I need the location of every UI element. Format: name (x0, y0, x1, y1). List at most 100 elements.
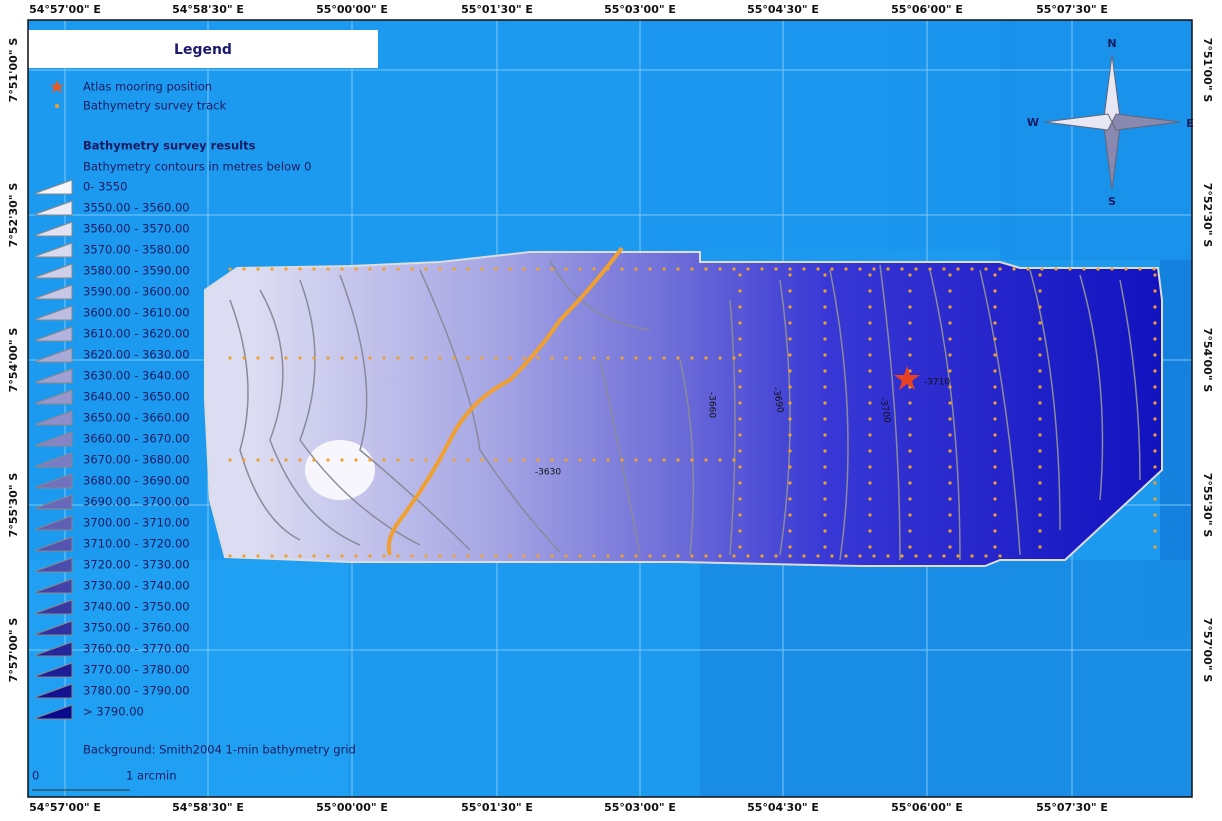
track-point (868, 385, 872, 389)
legend-dot-icon (55, 104, 59, 108)
track-point (270, 458, 274, 462)
track-point (823, 449, 827, 453)
legend-swatch (35, 389, 73, 405)
survey-track-points (228, 267, 1157, 558)
track-point (536, 554, 540, 558)
track-point (312, 554, 316, 558)
track-point (522, 356, 526, 360)
track-point (1038, 401, 1042, 405)
top-coordinate: 55°07'30" E (1036, 3, 1108, 16)
track-point (908, 321, 912, 325)
track-point (738, 497, 742, 501)
track-point (788, 497, 792, 501)
track-point (948, 337, 952, 341)
track-point (1153, 353, 1157, 357)
legend-swatch (35, 578, 73, 594)
top-coordinate: 55°00'00" E (316, 3, 388, 16)
legend-swatch (35, 662, 73, 678)
track-point (704, 554, 708, 558)
track-point (948, 513, 952, 517)
background-grid-cells (28, 20, 1192, 797)
legend-swatch (35, 431, 73, 447)
track-point (802, 554, 806, 558)
track-point (760, 267, 764, 271)
track-point (928, 267, 932, 271)
track-point (606, 458, 610, 462)
track-point (948, 545, 952, 549)
track-point (823, 481, 827, 485)
track-point (368, 554, 372, 558)
track-point (340, 554, 344, 558)
track-point (1038, 369, 1042, 373)
track-point (1153, 481, 1157, 485)
track-point (928, 554, 932, 558)
track-point (868, 513, 872, 517)
track-point (738, 305, 742, 309)
legend-class-label: 3620.00 - 3630.00 (83, 348, 190, 362)
track-point (550, 356, 554, 360)
legend-class-label: 3690.00 - 3700.00 (83, 495, 190, 509)
track-point (948, 321, 952, 325)
track-point (908, 513, 912, 517)
track-point (788, 385, 792, 389)
track-point (1096, 267, 1100, 271)
track-point (908, 465, 912, 469)
compass-s: S (1108, 195, 1116, 208)
track-point (340, 458, 344, 462)
legend-swatch (35, 557, 73, 573)
track-point (823, 513, 827, 517)
track-point (704, 356, 708, 360)
legend-class-label: 3610.00 - 3620.00 (83, 327, 190, 341)
track-point (340, 356, 344, 360)
legend-swatch (35, 515, 73, 531)
track-point (564, 267, 568, 271)
track-point (368, 267, 372, 271)
track-point (410, 356, 414, 360)
track-point (948, 449, 952, 453)
track-point (578, 554, 582, 558)
track-point (868, 433, 872, 437)
track-point (606, 554, 610, 558)
track-point (1153, 545, 1157, 549)
track-point (1038, 465, 1042, 469)
track-point (1038, 289, 1042, 293)
track-point (508, 356, 512, 360)
track-point (298, 356, 302, 360)
track-point (993, 305, 997, 309)
track-point (228, 267, 232, 271)
track-point (1153, 321, 1157, 325)
track-point (452, 554, 456, 558)
track-point (738, 465, 742, 469)
track-point (396, 267, 400, 271)
legend-swatch (35, 452, 73, 468)
track-point (738, 353, 742, 357)
track-point (993, 289, 997, 293)
track-point (452, 356, 456, 360)
track-point (396, 458, 400, 462)
track-point (948, 481, 952, 485)
contour-label: -3690 (770, 386, 784, 414)
right-coordinate: 7°52'30" S (1201, 183, 1214, 248)
legend-swatch (35, 221, 73, 237)
track-point (788, 353, 792, 357)
track-point (823, 497, 827, 501)
track-point (648, 458, 652, 462)
track-point (858, 554, 862, 558)
track-point (1038, 449, 1042, 453)
track-point (326, 267, 330, 271)
track-point (908, 337, 912, 341)
track-point (522, 267, 526, 271)
legend-class-label: 3780.00 - 3790.00 (83, 684, 190, 698)
mooring-star (894, 366, 920, 390)
track-point (690, 267, 694, 271)
left-coordinate: 7°51'00" S (7, 38, 20, 103)
track-point (536, 356, 540, 360)
track-point (948, 289, 952, 293)
legend-swatch (35, 326, 73, 342)
track-point (956, 267, 960, 271)
track-point (676, 554, 680, 558)
track-point (993, 417, 997, 421)
track-point (942, 267, 946, 271)
track-point (592, 356, 596, 360)
